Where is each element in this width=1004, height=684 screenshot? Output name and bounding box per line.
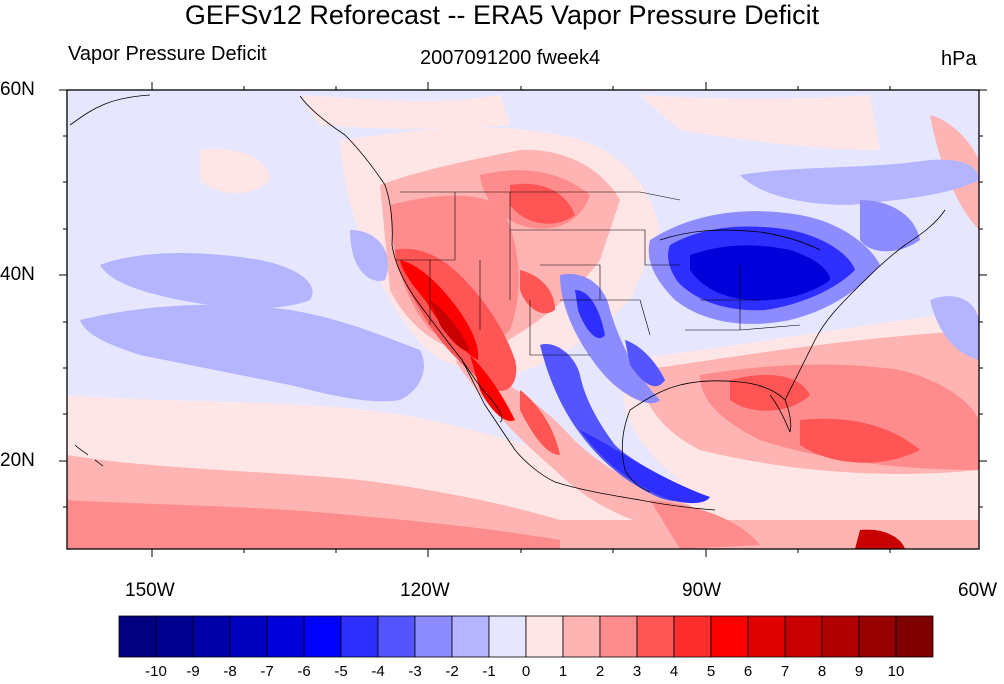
variable-label: Vapor Pressure Deficit bbox=[68, 43, 267, 65]
colorbar-label: 1 bbox=[558, 663, 568, 680]
colorbar-box bbox=[303, 615, 342, 658]
colorbar-label: -9 bbox=[186, 663, 200, 680]
colorbar-label: 5 bbox=[706, 663, 716, 680]
colorbar-box bbox=[636, 615, 675, 658]
colorbar-label: 0 bbox=[521, 663, 531, 680]
colorbar-label: -8 bbox=[223, 663, 237, 680]
colorbar-box bbox=[340, 615, 379, 658]
colorbar-box bbox=[525, 615, 564, 658]
political-borders bbox=[395, 191, 801, 356]
colorbar-box bbox=[414, 615, 453, 658]
colorbar-box bbox=[451, 615, 490, 658]
colorbar-box bbox=[266, 615, 305, 658]
colorbar-box bbox=[229, 615, 268, 658]
lon-label-90w: 90W bbox=[682, 580, 722, 601]
coastlines bbox=[69, 94, 946, 511]
colorbar-box bbox=[784, 615, 823, 658]
colorbar-label: 2 bbox=[595, 663, 605, 680]
colorbar-box bbox=[821, 615, 860, 658]
colorbar-label: 9 bbox=[854, 663, 864, 680]
lat-label-40n: 40N bbox=[0, 264, 35, 285]
colorbar-label: 3 bbox=[632, 663, 642, 680]
map-frame bbox=[66, 89, 980, 550]
colorbar-box bbox=[673, 615, 712, 658]
colorbar-box bbox=[747, 615, 786, 658]
lat-label-60n: 60N bbox=[0, 79, 35, 100]
lat-label-20n: 20N bbox=[0, 450, 35, 471]
lon-label-60w: 60W bbox=[958, 580, 998, 601]
colorbar-label: 10 bbox=[887, 663, 905, 680]
colorbar-label: -7 bbox=[260, 663, 274, 680]
colorbar-box bbox=[599, 615, 638, 658]
colorbar-label: -2 bbox=[445, 663, 459, 680]
colorbar-label: -4 bbox=[371, 663, 385, 680]
colorbar-label: 4 bbox=[669, 663, 679, 680]
colorbar-label: 7 bbox=[780, 663, 790, 680]
colorbar-label: -6 bbox=[297, 663, 311, 680]
forecast-time-label: 2007091200 fweek4 bbox=[420, 47, 601, 69]
colorbar-box bbox=[858, 615, 897, 658]
colorbar-box bbox=[895, 615, 934, 658]
chart-title: GEFSv12 Reforecast -- ERA5 Vapor Pressur… bbox=[184, 0, 820, 30]
units-label: hPa bbox=[941, 48, 977, 70]
lon-label-120w: 120W bbox=[400, 580, 450, 601]
vpd-field bbox=[67, 90, 979, 549]
colorbar-label: -5 bbox=[334, 663, 348, 680]
colorbar-label: 6 bbox=[743, 663, 753, 680]
colorbar-box bbox=[118, 615, 157, 658]
colorbar-box bbox=[192, 615, 231, 658]
colorbar-label: -10 bbox=[145, 663, 167, 680]
colorbar-label: -1 bbox=[482, 663, 496, 680]
colorbar-label: -3 bbox=[408, 663, 422, 680]
colorbar-label: 8 bbox=[817, 663, 827, 680]
colorbar-box bbox=[562, 615, 601, 658]
colorbar bbox=[118, 615, 934, 658]
axis-ticks bbox=[59, 82, 987, 557]
colorbar-box bbox=[377, 615, 416, 658]
colorbar-box bbox=[155, 615, 194, 658]
lon-label-150w: 150W bbox=[125, 580, 175, 601]
colorbar-box bbox=[488, 615, 527, 658]
colorbar-box bbox=[710, 615, 749, 658]
